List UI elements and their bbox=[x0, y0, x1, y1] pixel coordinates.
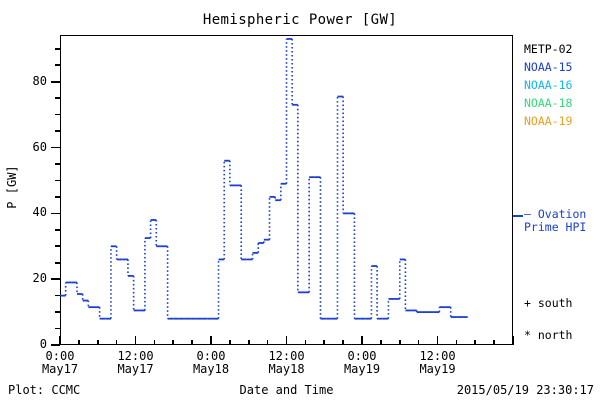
x-tick-label: 12:00 May17 bbox=[91, 350, 181, 376]
y-tick-label: 80 bbox=[32, 73, 47, 88]
y-tick-major bbox=[51, 212, 60, 215]
y-tick-minor bbox=[55, 179, 60, 182]
ovation-note-line1: — Ovation bbox=[524, 207, 587, 221]
chart-title: Hemispheric Power [GW] bbox=[202, 12, 398, 28]
x-tick-date: May19 bbox=[343, 362, 381, 376]
x-tick-major bbox=[361, 336, 363, 345]
north-marker-legend: * north bbox=[524, 328, 573, 342]
x-tick-minor bbox=[474, 340, 477, 345]
x-tick-major bbox=[134, 336, 137, 345]
x-tick-minor bbox=[380, 340, 382, 345]
y-tick-minor bbox=[55, 64, 60, 67]
y-tick-minor bbox=[55, 113, 60, 116]
ovation-line-swatch bbox=[513, 215, 523, 217]
x-tick-minor bbox=[323, 340, 326, 345]
y-tick-minor bbox=[55, 311, 60, 313]
y-tick-minor bbox=[55, 229, 60, 231]
x-tick-label: 12:00 May19 bbox=[393, 350, 483, 376]
footer-plot-source: Plot: CCMC bbox=[8, 383, 81, 397]
y-tick-minor bbox=[55, 97, 60, 99]
x-tick-minor bbox=[153, 340, 156, 345]
y-tick-minor bbox=[55, 294, 60, 297]
footer-timestamp: 2015/05/19 23:30:17 bbox=[456, 383, 594, 397]
y-tick-label: 40 bbox=[32, 205, 47, 220]
x-tick-time: 12:00 bbox=[419, 349, 456, 363]
x-tick-major bbox=[512, 336, 514, 345]
y-tick-major bbox=[51, 278, 60, 280]
x-tick-minor bbox=[78, 340, 80, 345]
x-tick-major bbox=[436, 336, 439, 345]
x-tick-date: May18 bbox=[268, 362, 305, 376]
y-tick-minor bbox=[55, 196, 60, 198]
x-tick-minor bbox=[455, 340, 458, 345]
legend-item-noaa-15: NOAA-15 bbox=[524, 60, 573, 74]
x-tick-major bbox=[210, 336, 212, 345]
legend-item-noaa-19: NOAA-19 bbox=[524, 114, 573, 128]
x-tick-date: May17 bbox=[41, 362, 79, 376]
legend-item-metp-02: METP-02 bbox=[524, 42, 573, 56]
x-tick-minor bbox=[304, 340, 307, 345]
x-tick-minor bbox=[266, 340, 269, 345]
y-tick-label: 20 bbox=[32, 271, 47, 286]
ovation-prime-hpi-note: — Ovation Prime HPI bbox=[524, 208, 600, 234]
x-tick-time: 0:00 bbox=[347, 349, 377, 363]
x-axis-label: Date and Time bbox=[239, 383, 334, 397]
south-marker-legend: + south bbox=[524, 296, 573, 310]
y-tick-label: 60 bbox=[32, 139, 47, 154]
y-tick-minor bbox=[55, 261, 60, 264]
x-tick-minor bbox=[172, 340, 175, 345]
x-tick-major bbox=[285, 336, 288, 345]
x-tick-minor bbox=[493, 340, 495, 345]
x-tick-label: 0:00 May18 bbox=[166, 350, 256, 376]
x-tick-label: 12:00 May18 bbox=[242, 350, 332, 376]
legend-item-noaa-16: NOAA-16 bbox=[524, 78, 573, 92]
legend: METP-02 NOAA-15 NOAA-16 NOAA-18 NOAA-19 bbox=[524, 40, 600, 130]
x-tick-minor bbox=[115, 340, 118, 345]
x-tick-date: May17 bbox=[117, 362, 154, 376]
y-tick-major bbox=[51, 344, 60, 346]
x-tick-minor bbox=[398, 340, 401, 345]
x-tick-time: 0:00 bbox=[45, 349, 75, 363]
y-tick-minor bbox=[55, 163, 60, 165]
y-tick-major bbox=[51, 146, 60, 149]
x-tick-date: May18 bbox=[192, 362, 230, 376]
ovation-note-line2: Prime HPI bbox=[524, 220, 587, 234]
x-tick-minor bbox=[229, 340, 231, 345]
x-tick-time: 12:00 bbox=[117, 349, 154, 363]
y-tick-minor bbox=[55, 130, 60, 132]
legend-item-noaa-18: NOAA-18 bbox=[524, 96, 573, 110]
y-tick-major bbox=[51, 80, 60, 83]
x-tick-date: May19 bbox=[419, 362, 456, 376]
x-tick-time: 12:00 bbox=[268, 349, 305, 363]
x-tick-label: 0:00 May17 bbox=[15, 350, 105, 376]
x-tick-minor bbox=[417, 340, 420, 345]
y-tick-minor bbox=[55, 327, 60, 330]
y-tick-minor bbox=[55, 245, 60, 248]
y-tick-minor bbox=[55, 48, 60, 50]
x-tick-minor bbox=[191, 340, 193, 345]
data-series-ovation-prime-hpi bbox=[60, 38, 468, 320]
x-tick-major bbox=[59, 336, 61, 345]
x-tick-minor bbox=[342, 340, 344, 345]
x-tick-time: 0:00 bbox=[196, 349, 226, 363]
x-tick-minor bbox=[96, 340, 99, 345]
x-tick-label: 0:00 May19 bbox=[317, 350, 407, 376]
y-tick-label: 0 bbox=[39, 337, 47, 351]
x-tick-minor bbox=[247, 340, 250, 345]
